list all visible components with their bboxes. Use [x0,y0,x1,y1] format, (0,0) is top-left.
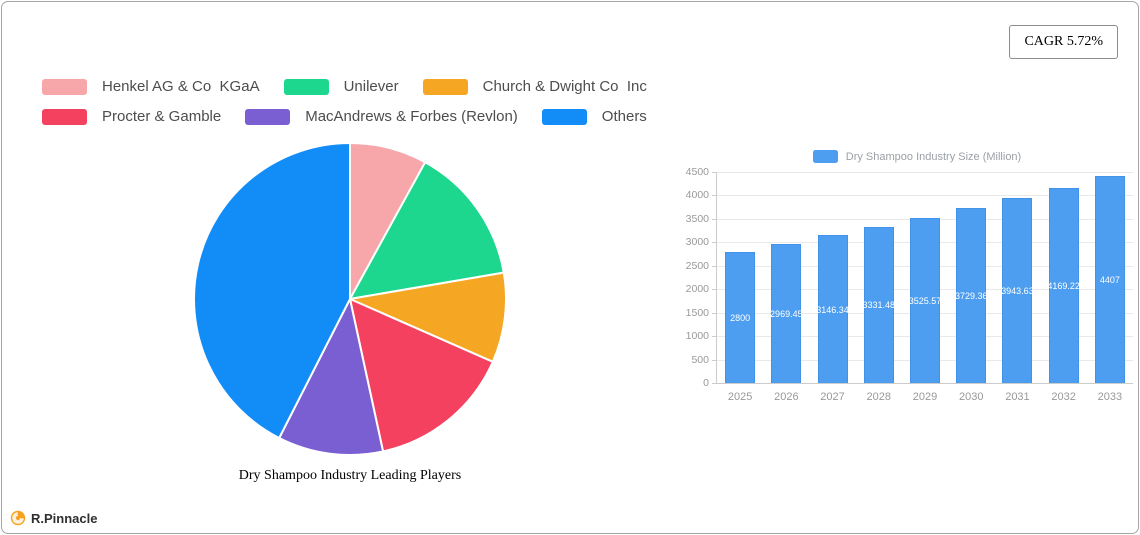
bar-value-label-2032: 4169.22 [1047,280,1080,291]
bar-2029[interactable]: 3525.57 [908,217,942,383]
x-axis-label-2029: 2029 [912,391,938,403]
legend-label-henkel: Henkel AG & Co KGaA [102,78,260,95]
logo-text: R.Pinnacle [31,510,98,526]
pie-chart [193,142,507,456]
y-axis-label-4000: 4000 [685,189,709,202]
y-axis-tick [712,336,717,338]
y-axis-label-3500: 3500 [685,212,709,225]
x-axis-label-2031: 2031 [1005,391,1030,403]
bar-value-label-2030: 3729.36 [954,291,988,302]
legend-label-church-dwight: Church & Dwight Co Inc [482,78,647,95]
bar-2028[interactable]: 3331.48 [862,226,896,383]
bar-2027[interactable]: 3146.34 [816,235,849,383]
bar-legend-label: Dry Shampoo Industry Size (Million) [845,150,1022,163]
bar-value-label-2031: 3943.63 [1001,286,1034,297]
y-axis-tick [712,289,717,291]
bar-chart-legend[interactable]: Dry Shampoo Industry Size (Million) [692,150,1140,163]
x-axis-label-2027: 2027 [820,391,845,403]
legend-label-procter-gamble: Procter & Gamble [102,108,222,125]
gridline [717,195,1133,197]
x-axis-label-2033: 2033 [1097,391,1123,403]
legend-label-macandrews-forbes: MacAndrews & Forbes (Revlon) [305,108,518,125]
bar-chart-plot: 0 500 1000 1500 2000 2500 3000 3500 4000 4500 2800… [686,166,1133,403]
legend-item-others[interactable]: Others [541,108,647,125]
bar-value-label-2029: 3525.57 [908,295,942,306]
legend-swatch-macandrews-forbes [245,108,291,125]
y-axis-tick [712,312,717,314]
bar-2031[interactable]: 3943.63 [1001,198,1034,383]
x-axis-label-2026: 2026 [774,391,799,403]
legend-item-church-dwight[interactable]: Church & Dwight Co Inc [422,78,647,95]
brand-logo: R.Pinnacle [10,510,97,526]
legend-swatch-church-dwight [422,78,468,95]
y-axis-label-0: 0 [703,377,709,389]
bar-value-label-2028: 3331.48 [862,300,896,311]
gridline [717,172,1133,173]
bar-chart: Dry Shampoo Industry Size (Million) 0 500… [686,144,1140,429]
pie-legend-row-2: Procter & Gamble MacAndrews & Forbes (Re… [42,108,647,125]
y-axis-tick [712,383,717,384]
legend-item-henkel[interactable]: Henkel AG & Co KGaA [42,78,260,95]
bar-2033[interactable]: 4407 [1094,176,1125,383]
y-axis-label-1500: 1500 [685,306,709,319]
y-axis-tick [712,242,717,244]
legend-swatch-unilever [283,78,329,95]
legend-item-procter-gamble[interactable]: Procter & Gamble [42,108,221,125]
bar-value-label-2026: 2969.45 [770,308,803,319]
cagr-badge: CAGR 5.72% [1009,25,1118,59]
pie-legend-row-1: Henkel AG & Co KGaA Unilever Church & Dw… [42,78,647,95]
bar-2026[interactable]: 2969.45 [770,243,803,383]
bar-legend-swatch [812,150,838,163]
y-axis-tick [712,359,717,361]
bar-2025[interactable]: 2800 [725,251,756,383]
x-axis-label-2028: 2028 [866,391,892,403]
bar-value-label-2027: 3146.34 [816,304,849,315]
cagr-badge-label: CAGR 5.72% [1024,34,1103,49]
x-axis-label-2032: 2032 [1051,391,1076,403]
pie-slice-procter-gamble[interactable] [349,298,494,453]
pie-legend: Henkel AG & Co KGaA Unilever Church & Dw… [42,78,647,125]
pie-slice-macandrews-forbes-revlon[interactable] [278,298,385,456]
y-axis-label-1000: 1000 [685,330,709,343]
pie-slice-others[interactable] [193,142,351,439]
legend-item-unilever[interactable]: Unilever [283,78,399,95]
bar-value-label-2033: 4407 [1099,275,1120,286]
y-axis-label-3000: 3000 [685,236,709,249]
legend-label-unilever: Unilever [343,78,399,95]
y-axis-label-4500: 4500 [685,166,709,178]
pie-chart-title: Dry Shampoo Industry Leading Players [238,468,462,483]
legend-label-others: Others [601,108,647,125]
y-axis-tick [712,172,717,173]
legend-swatch-others [541,108,587,125]
bar-2032[interactable]: 4169.22 [1047,187,1080,383]
y-axis-tick [712,218,717,220]
x-axis-label-2025: 2025 [727,391,753,403]
y-axis-tick [712,195,717,197]
legend-swatch-henkel [42,78,87,95]
legend-swatch-procter-gamble [42,108,87,125]
pie-slice-church-dwight-co-inc[interactable] [349,271,507,363]
x-axis-label-2030: 2030 [958,391,984,403]
legend-item-macandrews-forbes[interactable]: MacAndrews & Forbes (Revlon) [245,108,518,125]
bar-2030[interactable]: 3729.36 [954,208,988,383]
pie-slice-unilever[interactable] [349,161,505,300]
bar-value-label-2025: 2800 [730,312,751,323]
y-axis-label-2000: 2000 [685,283,709,296]
logo-icon [10,510,26,526]
y-axis-tick [712,265,717,267]
y-axis-label-2500: 2500 [685,259,709,272]
y-axis-label-500: 500 [691,353,709,366]
